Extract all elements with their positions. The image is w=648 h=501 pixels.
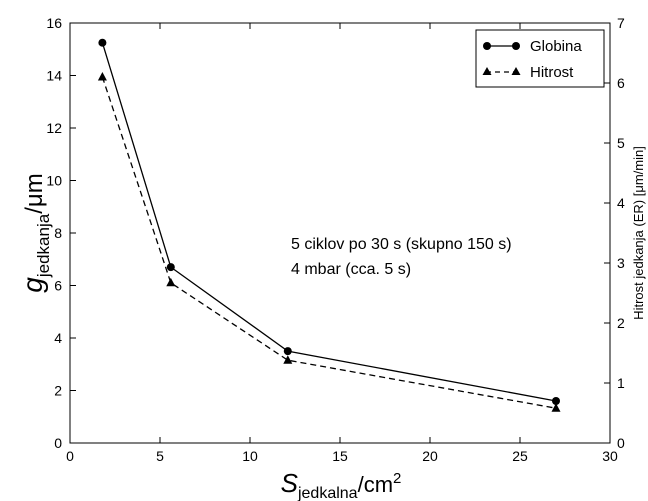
x-tick-label-4: 20 [422, 448, 438, 464]
point-hitrost-1 [166, 277, 176, 287]
y-label-left-main: g [17, 277, 48, 293]
series-layer [97, 38, 561, 412]
x-tick-label-2: 10 [242, 448, 258, 464]
point-globina-3 [552, 397, 560, 405]
ticks [69, 22, 611, 444]
y-left-tick-label-7: 14 [46, 68, 62, 84]
x-tick-label-5: 25 [512, 448, 528, 464]
series-line-hitrost [101, 76, 557, 409]
point-globina-2 [283, 347, 292, 356]
x-label-sup: 2 [393, 470, 401, 487]
x-tick-label-0: 0 [66, 448, 74, 464]
y-right-tick-label-4: 4 [617, 195, 625, 211]
x-label-suffix: /cm [358, 472, 393, 497]
legend-marker-hitrost-2 [511, 67, 521, 75]
y-left-tick-label-0: 0 [54, 435, 62, 451]
y-axis-label-left: gjedkanja/μm [17, 173, 53, 292]
annotation-cycles: 5 ciklov po 30 s (skupno 150 s) [291, 236, 512, 253]
x-tick-label-3: 15 [332, 448, 348, 464]
y-right-tick-label-7: 7 [617, 15, 625, 31]
y-left-tick-label-8: 16 [46, 15, 62, 31]
x-label-sub: jedkalna [297, 485, 358, 501]
annotation-pressure: 4 mbar (cca. 5 s) [291, 261, 411, 278]
y-right-tick-label-3: 3 [617, 255, 625, 271]
y-right-tick-label-0: 0 [617, 435, 625, 451]
y-left-tick-label-2: 4 [54, 330, 62, 346]
y-left-tick-label-3: 6 [54, 278, 62, 294]
legend-label-hitrost: Hitrost [530, 64, 574, 81]
x-tick-label-6: 30 [602, 448, 618, 464]
x-axis-label: Sjedkalna/cm2 [281, 468, 402, 501]
legend-label-globina: Globina [530, 38, 582, 55]
y-right-tick-label-1: 1 [617, 375, 625, 391]
y-left-tick-label-6: 12 [46, 120, 62, 136]
x-tick-label-1: 5 [156, 448, 164, 464]
legend-marker-hitrost [482, 67, 492, 75]
point-hitrost-3 [551, 403, 561, 412]
series-line-globina [101, 42, 557, 402]
y-left-tick-label-1: 2 [54, 383, 62, 399]
y-axis-label-right: Hitrost jedkanja (ER) [μm/min] [631, 146, 646, 320]
point-globina-0 [98, 38, 107, 47]
point-hitrost-2 [283, 355, 293, 364]
y-label-left-sub: jedkanja [34, 213, 53, 278]
x-label-main: S [281, 468, 299, 498]
legend: Globina Hitrost [475, 29, 605, 88]
y-left-tick-label-5: 10 [46, 173, 62, 189]
y-right-tick-label-2: 2 [617, 315, 625, 331]
legend-marker-globina [483, 42, 491, 50]
y-right-tick-label-5: 5 [617, 135, 625, 151]
y-left-tick-label-4: 8 [54, 225, 62, 241]
y-right-tick-label-6: 6 [617, 75, 625, 91]
y-label-left-suffix: /μm [21, 173, 48, 214]
point-hitrost-0 [97, 72, 107, 81]
legend-box [475, 29, 605, 88]
legend-marker-globina-2 [512, 42, 520, 50]
point-globina-1 [166, 263, 175, 272]
